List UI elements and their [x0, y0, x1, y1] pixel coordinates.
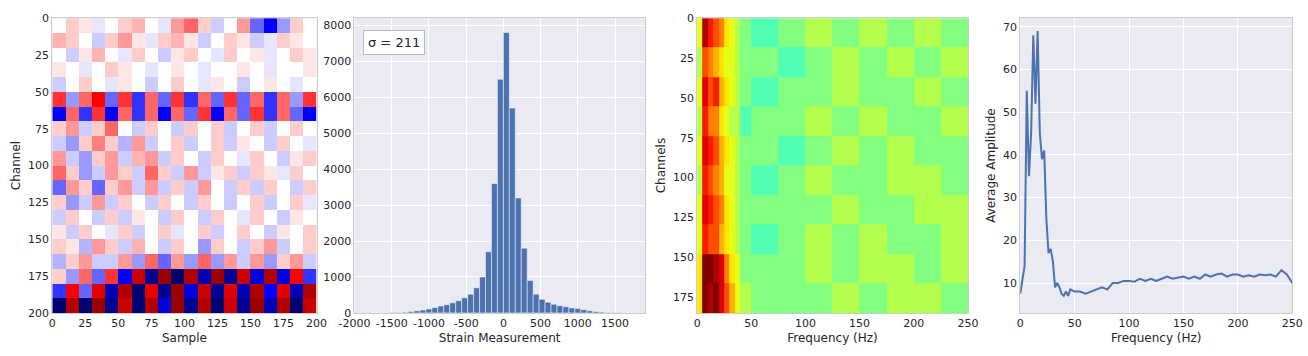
svg-text:10: 10	[1003, 277, 1017, 290]
svg-text:0: 0	[694, 317, 701, 330]
svg-text:6000: 6000	[323, 91, 351, 104]
svg-text:Frequency (Hz): Frequency (Hz)	[787, 331, 878, 345]
svg-text:30: 30	[1003, 191, 1017, 204]
svg-text:0: 0	[687, 12, 694, 25]
svg-text:-2000: -2000	[338, 317, 370, 330]
svg-text:200: 200	[28, 307, 49, 320]
svg-text:50: 50	[744, 317, 758, 330]
svg-text:150: 150	[28, 233, 49, 246]
svg-text:20: 20	[1003, 234, 1017, 247]
svg-text:125: 125	[673, 211, 694, 224]
svg-text:150: 150	[1173, 317, 1194, 330]
svg-text:150: 150	[240, 317, 261, 330]
svg-text:4000: 4000	[323, 163, 351, 176]
svg-text:200: 200	[1227, 317, 1248, 330]
svg-text:1000: 1000	[323, 271, 351, 284]
svg-text:0: 0	[42, 12, 49, 25]
svg-text:175: 175	[673, 291, 694, 304]
svg-text:125: 125	[207, 317, 228, 330]
svg-text:100: 100	[174, 317, 195, 330]
svg-text:150: 150	[673, 251, 694, 264]
svg-text:Sample: Sample	[162, 331, 207, 345]
svg-text:1000: 1000	[564, 317, 592, 330]
svg-text:100: 100	[673, 171, 694, 184]
svg-text:75: 75	[144, 317, 158, 330]
svg-text:150: 150	[849, 317, 870, 330]
svg-text:50: 50	[680, 92, 694, 105]
svg-text:Strain Measurement: Strain Measurement	[439, 331, 561, 345]
svg-text:50: 50	[111, 317, 125, 330]
svg-text:8000: 8000	[323, 19, 351, 32]
svg-text:25: 25	[680, 52, 694, 65]
svg-text:50: 50	[1068, 317, 1082, 330]
svg-text:100: 100	[28, 159, 49, 172]
svg-text:50: 50	[35, 86, 49, 99]
svg-text:σ = 211: σ = 211	[368, 35, 420, 50]
svg-text:0: 0	[344, 307, 351, 320]
svg-text:175: 175	[273, 317, 294, 330]
svg-text:Average Amplitude: Average Amplitude	[984, 108, 998, 223]
svg-text:50: 50	[1003, 106, 1017, 119]
svg-text:40: 40	[1003, 149, 1017, 162]
svg-text:-1000: -1000	[413, 317, 445, 330]
svg-text:175: 175	[28, 270, 49, 283]
svg-text:Channels: Channels	[654, 138, 668, 194]
svg-text:0: 0	[500, 317, 507, 330]
svg-text:-1500: -1500	[376, 317, 408, 330]
svg-text:70: 70	[1003, 21, 1017, 34]
svg-text:-500: -500	[454, 317, 479, 330]
svg-text:250: 250	[1282, 317, 1303, 330]
svg-text:2000: 2000	[323, 235, 351, 248]
svg-text:100: 100	[795, 317, 816, 330]
svg-text:25: 25	[35, 49, 49, 62]
svg-text:1500: 1500	[601, 317, 629, 330]
svg-text:125: 125	[28, 196, 49, 209]
svg-text:75: 75	[35, 123, 49, 136]
svg-text:3000: 3000	[323, 199, 351, 212]
svg-text:60: 60	[1003, 63, 1017, 76]
svg-text:Frequency (Hz): Frequency (Hz)	[1111, 331, 1202, 345]
svg-text:Channel: Channel	[9, 141, 23, 190]
svg-text:25: 25	[78, 317, 92, 330]
svg-text:0: 0	[1017, 317, 1024, 330]
svg-text:250: 250	[957, 317, 978, 330]
svg-text:75: 75	[680, 132, 694, 145]
svg-text:200: 200	[903, 317, 924, 330]
svg-text:200: 200	[306, 317, 327, 330]
svg-text:500: 500	[530, 317, 551, 330]
svg-text:7000: 7000	[323, 55, 351, 68]
svg-text:0: 0	[49, 317, 56, 330]
svg-text:5000: 5000	[323, 127, 351, 140]
svg-text:100: 100	[1119, 317, 1140, 330]
